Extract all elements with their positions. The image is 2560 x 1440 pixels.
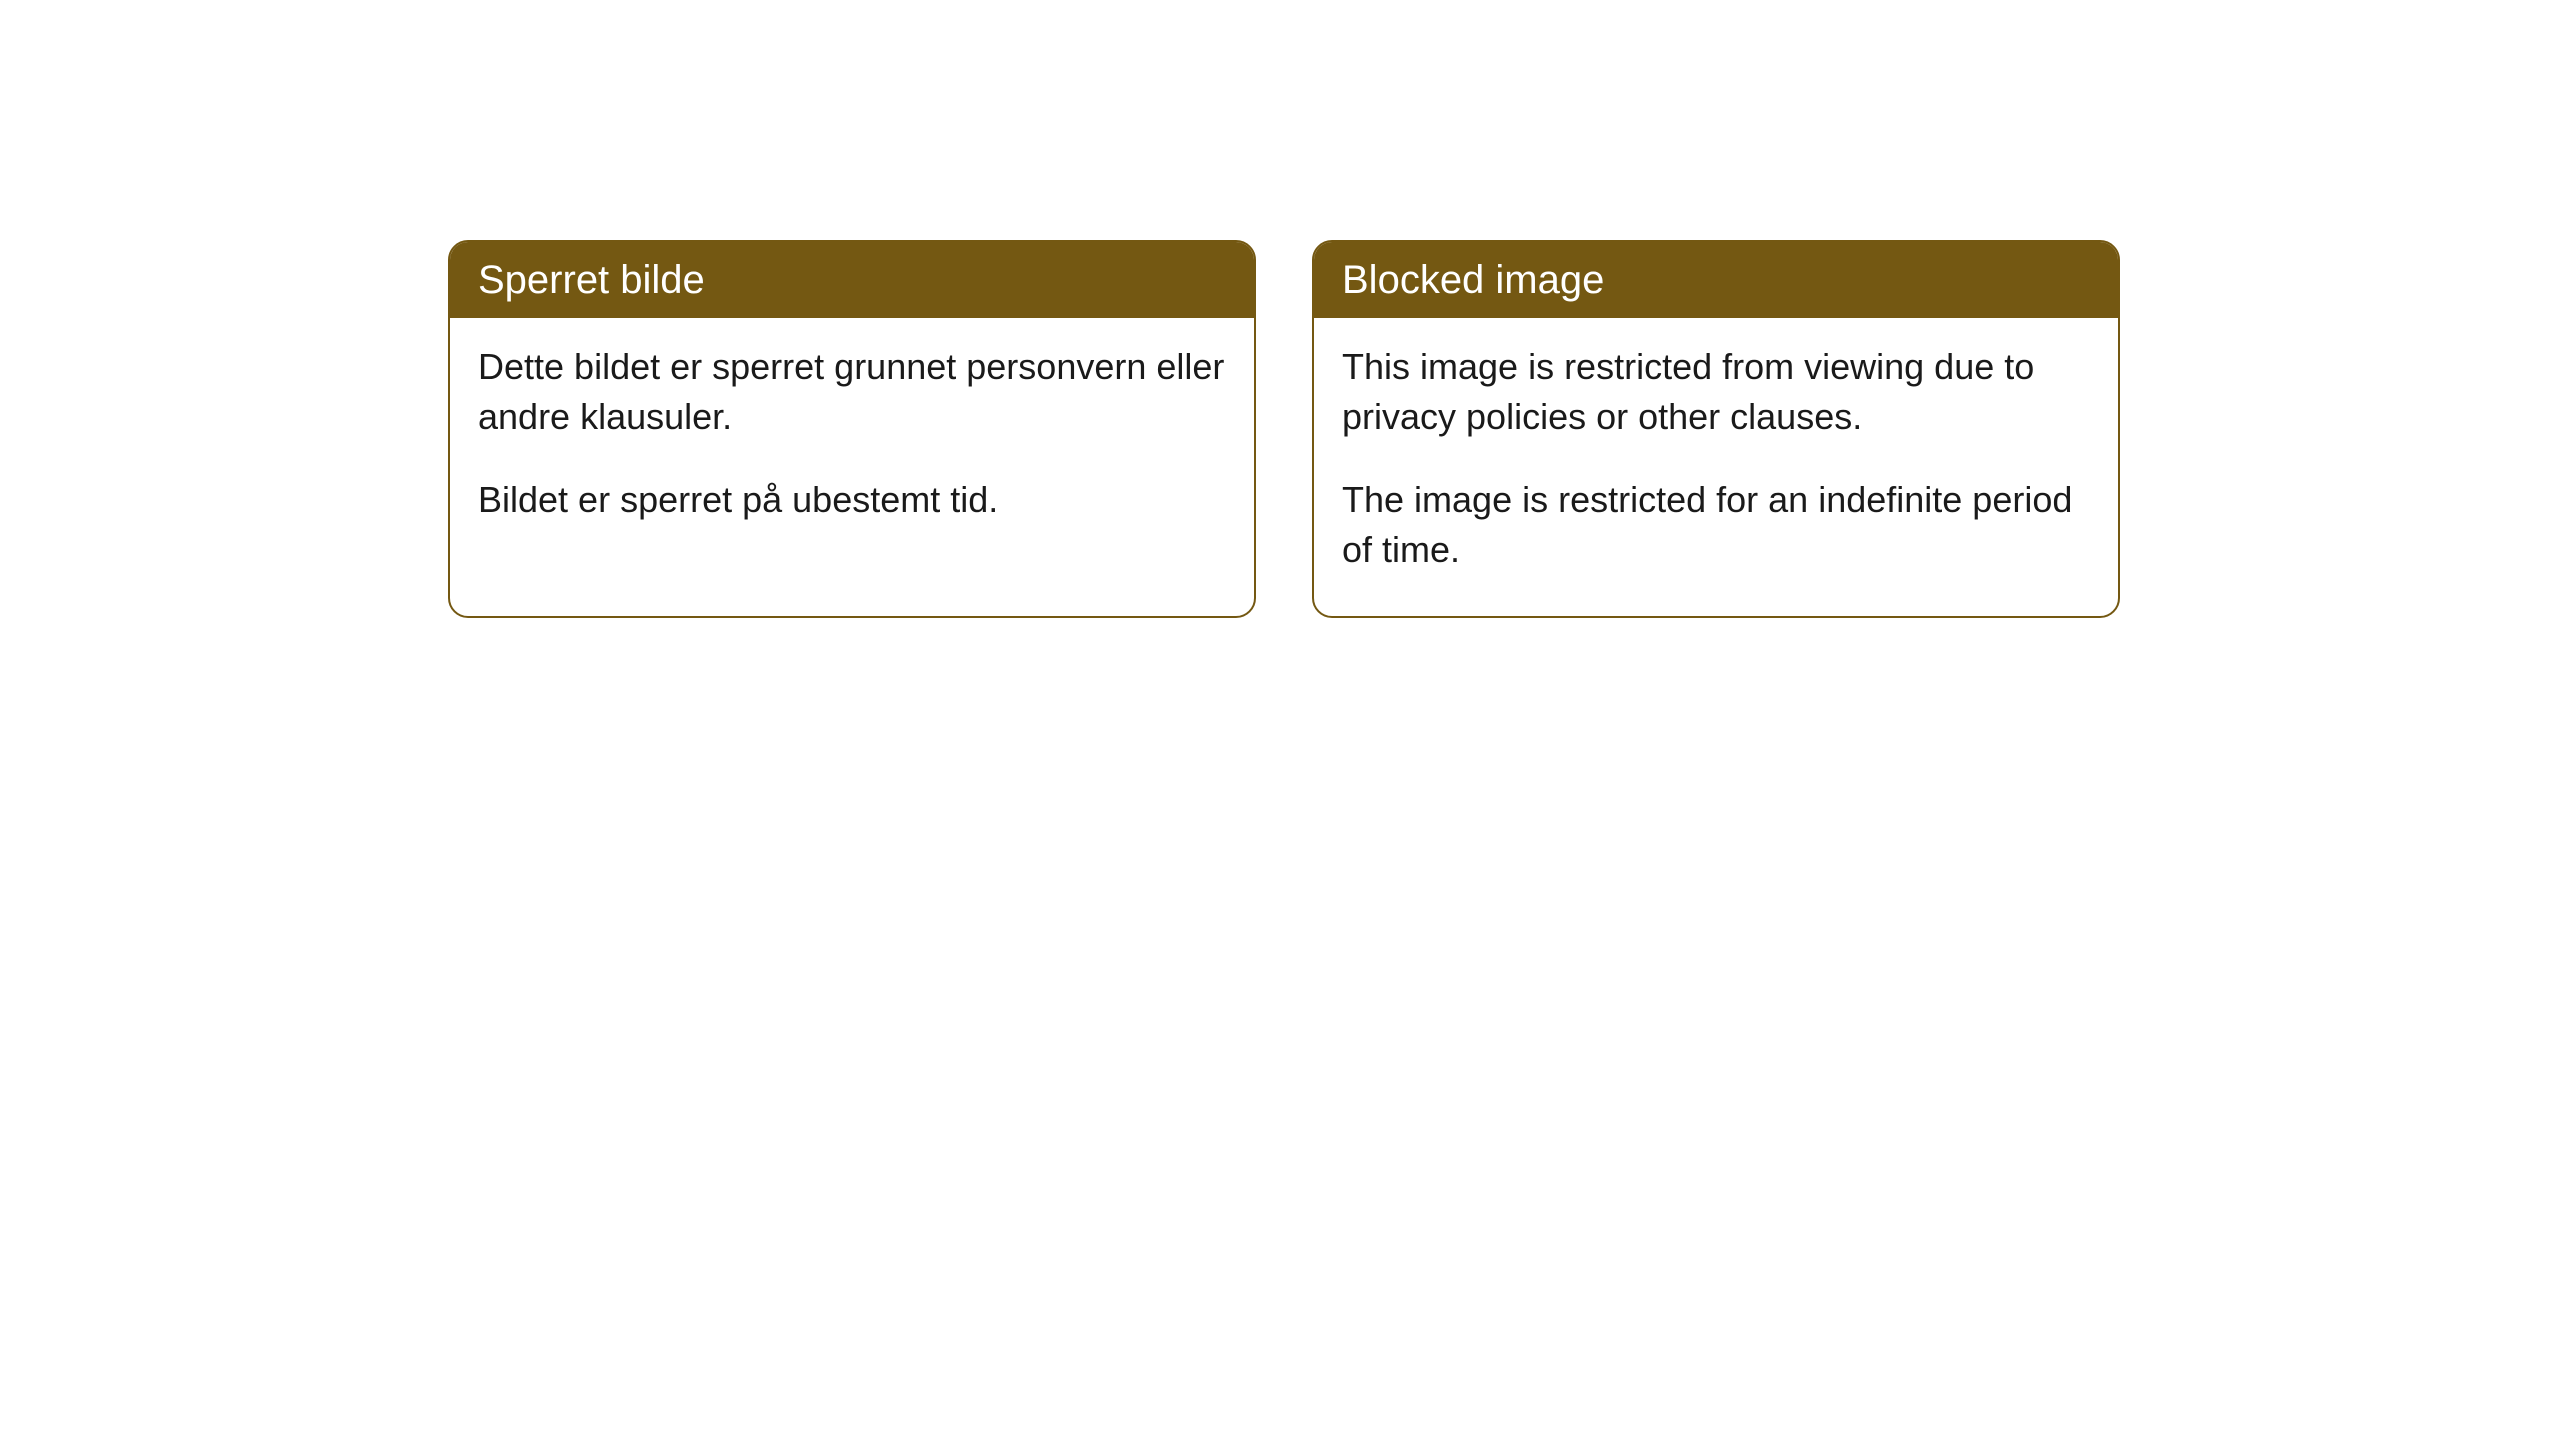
card-body: Dette bildet er sperret grunnet personve… [450,318,1254,565]
card-paragraph: This image is restricted from viewing du… [1342,342,2090,443]
card-paragraph: The image is restricted for an indefinit… [1342,475,2090,576]
card-paragraph: Dette bildet er sperret grunnet personve… [478,342,1226,443]
card-paragraph: Bildet er sperret på ubestemt tid. [478,475,1226,525]
blocked-image-card-english: Blocked image This image is restricted f… [1312,240,2120,618]
blocked-image-card-norwegian: Sperret bilde Dette bildet er sperret gr… [448,240,1256,618]
info-cards-container: Sperret bilde Dette bildet er sperret gr… [448,240,2560,618]
card-title: Sperret bilde [450,242,1254,318]
card-body: This image is restricted from viewing du… [1314,318,2118,616]
card-title: Blocked image [1314,242,2118,318]
